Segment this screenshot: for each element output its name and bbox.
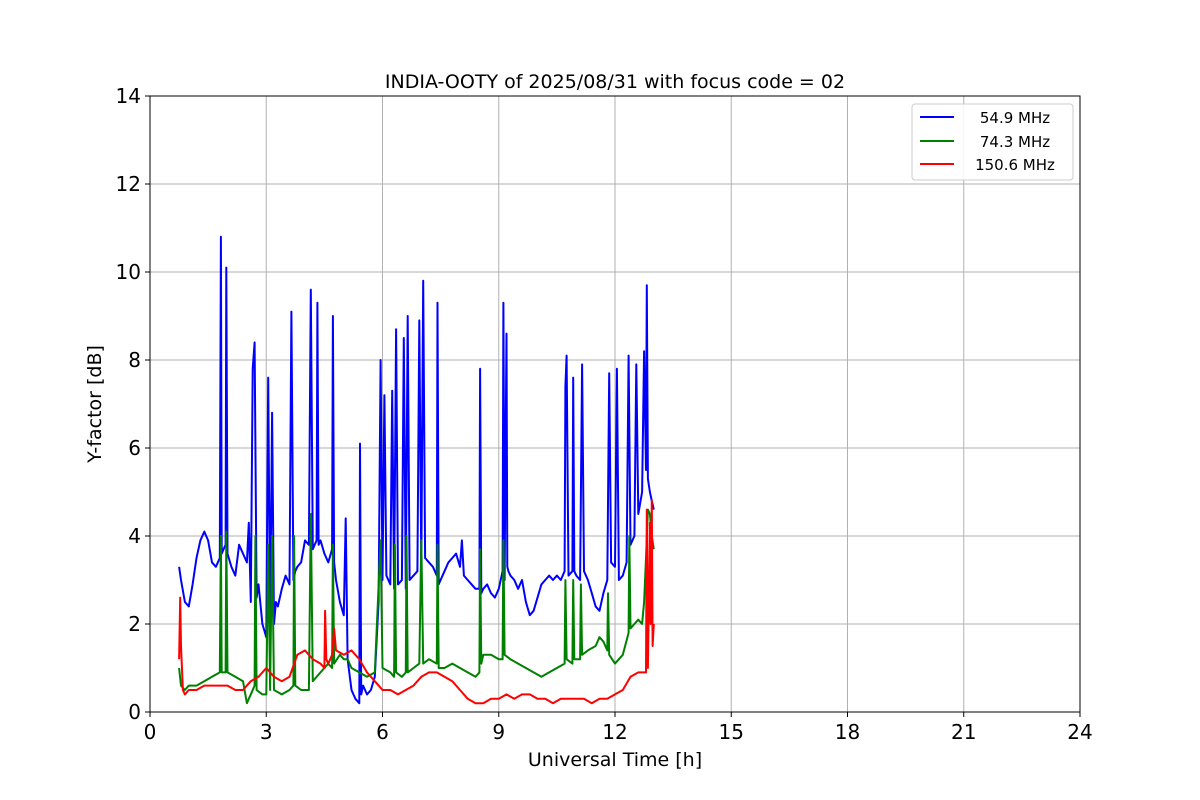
x-tick-label: 6 [376, 720, 389, 744]
series-line-150-6-mhz [178, 499, 655, 705]
legend-label-74-3: 74.3 MHz [980, 133, 1050, 151]
legend-box [911, 103, 1074, 181]
y-tick-label: 10 [116, 260, 141, 284]
y-tick-label: 14 [116, 84, 141, 108]
x-tick-label: 12 [602, 720, 627, 744]
x-tick-label: 21 [951, 720, 976, 744]
plot-series [178, 235, 655, 705]
x-tick-label: 24 [1067, 720, 1092, 744]
y-tick-label: 4 [128, 524, 141, 548]
x-axis-label: Universal Time [h] [528, 749, 702, 771]
y-tick-label: 8 [128, 348, 141, 372]
y-axis-label: Y-factor [dB] [84, 345, 106, 464]
grid-lines [150, 96, 1080, 712]
x-tick-label: 9 [492, 720, 505, 744]
y-tick-label: 0 [128, 700, 141, 724]
series-line-54-9-mhz [178, 235, 655, 705]
legend-label-54-9: 54.9 MHz [980, 109, 1050, 127]
legend-label-150-6: 150.6 MHz [975, 156, 1055, 174]
chart-title: INDIA-OOTY of 2025/08/31 with focus code… [385, 71, 845, 93]
series-line-74-3-mhz [178, 508, 655, 705]
y-tick-label: 12 [116, 172, 141, 196]
x-axis-ticks: 0 3 6 9 12 15 18 21 24 [144, 712, 1093, 744]
legend: 54.9 MHz 74.3 MHz 150.6 MHz [911, 103, 1074, 181]
x-tick-label: 15 [719, 720, 744, 744]
x-tick-label: 18 [835, 720, 860, 744]
x-tick-label: 0 [144, 720, 157, 744]
y-axis-ticks: 0 2 4 6 8 10 12 14 [116, 84, 150, 724]
x-tick-label: 3 [260, 720, 273, 744]
y-tick-label: 6 [128, 436, 141, 460]
y-tick-label: 2 [128, 612, 141, 636]
